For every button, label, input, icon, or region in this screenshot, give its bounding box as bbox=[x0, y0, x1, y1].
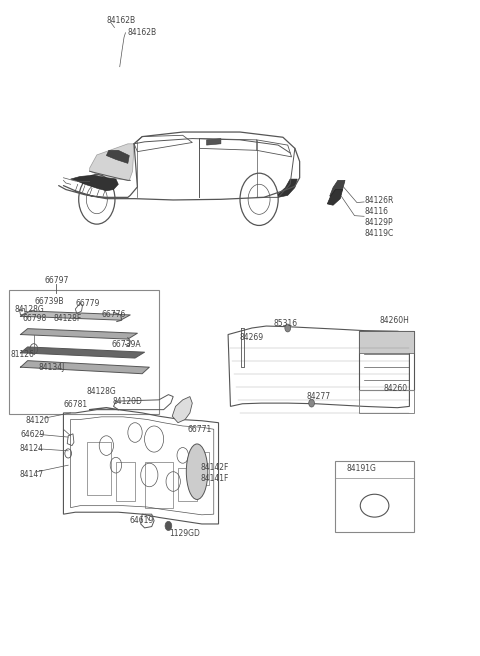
Polygon shape bbox=[21, 361, 149, 374]
Text: 85316: 85316 bbox=[274, 319, 298, 328]
Text: 1129GD: 1129GD bbox=[169, 529, 200, 538]
Polygon shape bbox=[21, 311, 130, 320]
Text: 84141F: 84141F bbox=[201, 474, 229, 483]
Circle shape bbox=[285, 324, 290, 332]
Bar bbox=[178, 468, 197, 501]
Circle shape bbox=[165, 522, 172, 531]
Polygon shape bbox=[278, 179, 297, 197]
Polygon shape bbox=[327, 190, 343, 205]
Text: 66739A: 66739A bbox=[111, 340, 141, 349]
Text: 66771: 66771 bbox=[188, 424, 212, 434]
Text: 84129P: 84129P bbox=[364, 218, 393, 228]
Circle shape bbox=[309, 400, 314, 407]
Text: 84191G: 84191G bbox=[347, 464, 377, 473]
Text: 66797: 66797 bbox=[44, 276, 69, 285]
Text: 84126R: 84126R bbox=[364, 196, 394, 205]
Text: 84277: 84277 bbox=[307, 392, 331, 401]
Bar bbox=[144, 462, 173, 508]
Bar bbox=[87, 442, 111, 495]
Text: 64629: 64629 bbox=[21, 430, 45, 439]
Text: 84260H: 84260H bbox=[379, 316, 409, 325]
Text: 84116: 84116 bbox=[364, 207, 388, 216]
Polygon shape bbox=[21, 347, 144, 358]
Text: 84162B: 84162B bbox=[107, 16, 135, 26]
Text: 84128F: 84128F bbox=[54, 314, 82, 323]
Text: 66739B: 66739B bbox=[35, 297, 64, 306]
Bar bbox=[336, 461, 414, 532]
Bar bbox=[360, 331, 414, 390]
Bar bbox=[9, 290, 159, 414]
Polygon shape bbox=[330, 180, 345, 197]
Text: 66779: 66779 bbox=[75, 298, 100, 308]
Text: 84142F: 84142F bbox=[201, 462, 229, 472]
Bar bbox=[116, 462, 135, 501]
Text: 84269: 84269 bbox=[239, 333, 263, 342]
Bar bbox=[360, 331, 414, 353]
Polygon shape bbox=[206, 138, 221, 145]
Text: 84128G: 84128G bbox=[15, 305, 45, 314]
Polygon shape bbox=[71, 175, 118, 191]
Text: 84162B: 84162B bbox=[128, 28, 157, 37]
Ellipse shape bbox=[186, 444, 208, 499]
Text: 84260: 84260 bbox=[383, 384, 408, 392]
Polygon shape bbox=[107, 150, 129, 163]
Text: 81126: 81126 bbox=[11, 350, 35, 359]
Text: 64619: 64619 bbox=[129, 516, 154, 525]
Text: 84124: 84124 bbox=[20, 444, 44, 453]
Text: 84120: 84120 bbox=[25, 417, 49, 425]
Text: 84119C: 84119C bbox=[364, 230, 393, 238]
Bar bbox=[360, 390, 414, 413]
Bar bbox=[192, 452, 209, 485]
Polygon shape bbox=[172, 397, 192, 422]
Text: 66798: 66798 bbox=[23, 314, 47, 323]
Text: 84128G: 84128G bbox=[86, 387, 116, 396]
Text: 66781: 66781 bbox=[63, 400, 87, 409]
Polygon shape bbox=[90, 144, 134, 180]
Text: 84134J: 84134J bbox=[38, 363, 65, 372]
Text: 84147: 84147 bbox=[20, 470, 44, 480]
Text: 66776: 66776 bbox=[102, 310, 126, 319]
Polygon shape bbox=[21, 329, 137, 339]
Text: 84120D: 84120D bbox=[113, 398, 143, 406]
